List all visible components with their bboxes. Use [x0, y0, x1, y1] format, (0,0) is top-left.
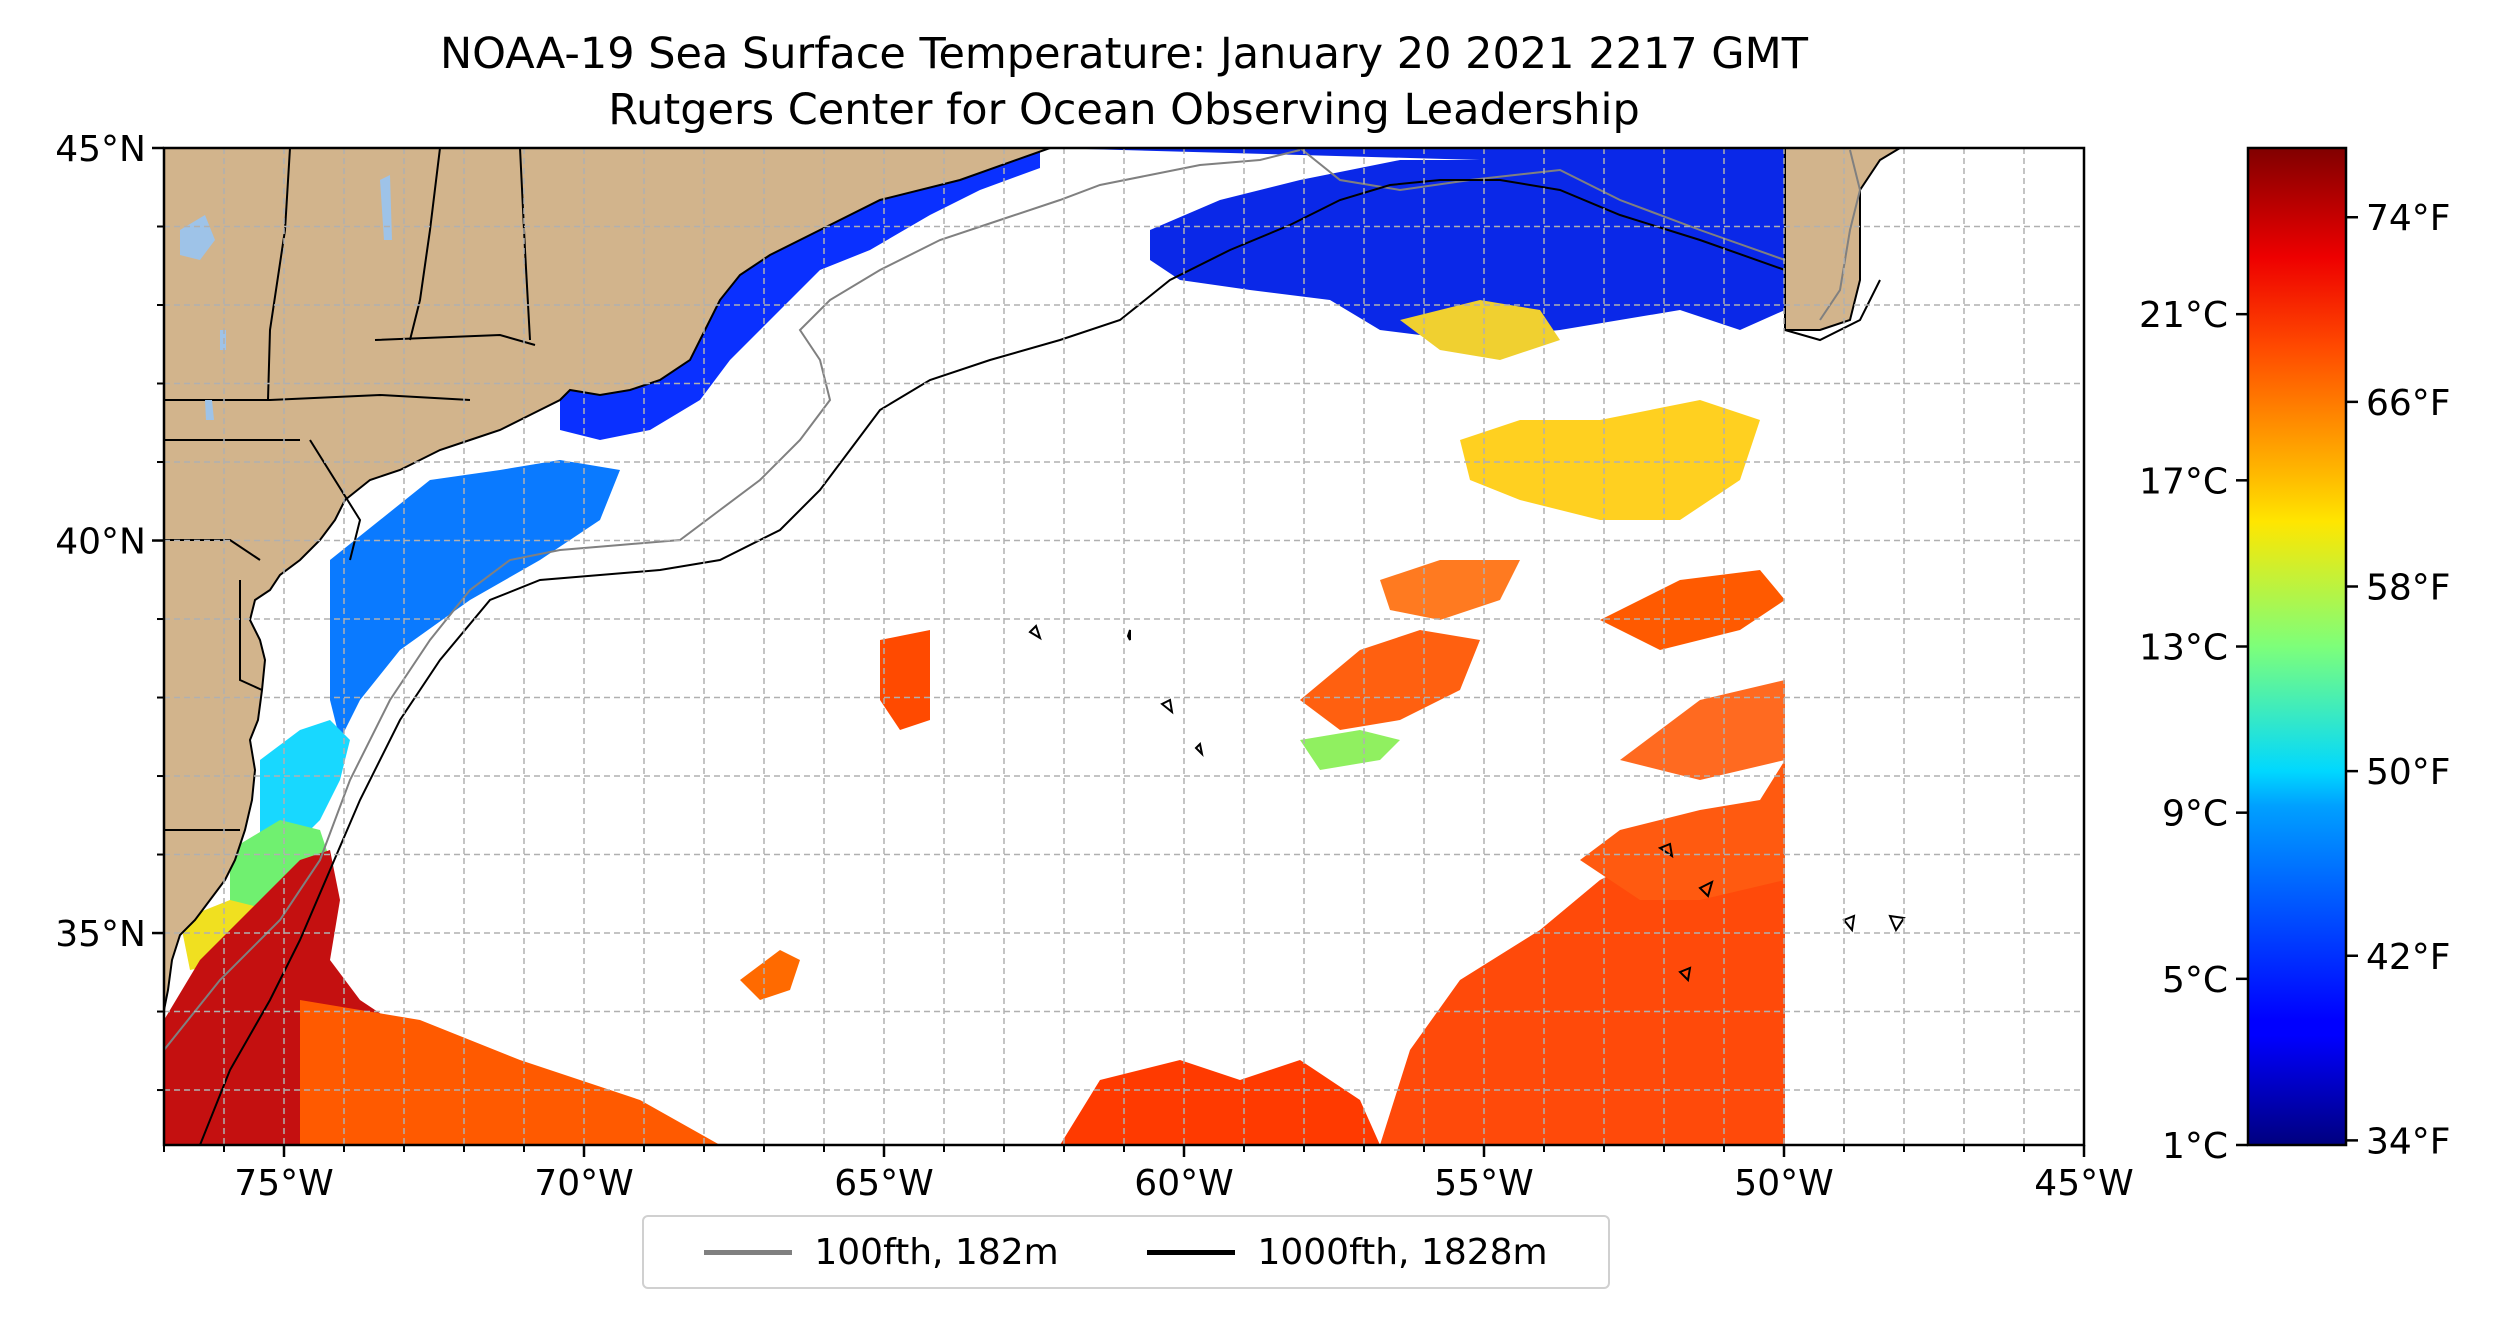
celsius-tick-label: 9°C — [2162, 794, 2228, 835]
land-nova-scotia — [1784, 148, 1902, 331]
land-layer — [164, 148, 1902, 1011]
celsius-tick-label: 17°C — [2139, 461, 2228, 502]
lon-tick-label: 55°W — [1434, 1163, 1533, 1204]
legend-label-1000fth: 1000fth, 1828m — [1257, 1231, 1548, 1273]
fahrenheit-tick-label: 50°F — [2366, 752, 2451, 793]
land-north-america — [164, 148, 1051, 1011]
lat-tick-label: 35°N — [55, 914, 146, 955]
sst-yellow-north — [1460, 400, 1760, 520]
colorbar-gradient — [2246, 146, 2348, 1147]
sst-yellow-north-2 — [1400, 300, 1560, 360]
isobath-legend: 100fth, 182m 1000fth, 1828m — [642, 1215, 1610, 1289]
celsius-tick-label: 1°C — [2162, 1126, 2228, 1167]
sst-shelf-blue — [330, 460, 620, 740]
fahrenheit-tick-label: 74°F — [2366, 198, 2451, 239]
fahrenheit-tick-label: 34°F — [2366, 1121, 2451, 1162]
lon-tick-label: 65°W — [834, 1163, 933, 1204]
sst-green-streaks — [1300, 730, 1400, 770]
colorbar-celsius-axis: 1°C 5°C 9°C 13°C 17°C 21°C — [2139, 295, 2248, 1167]
lon-tick-label: 45°W — [2034, 1163, 2133, 1204]
sst-warm-patch-e — [1580, 760, 1785, 900]
map-title: NOAA-19 Sea Surface Temperature: January… — [164, 26, 2084, 138]
lon-tick-label: 50°W — [1734, 1163, 1833, 1204]
sst-warm-patch-center — [1300, 630, 1480, 730]
longitude-axis: 75°W 70°W 65°W 60°W 55°W 50°W 45°W — [163, 1145, 2134, 1204]
gridlines — [163, 147, 2085, 1145]
seamount-contours — [1028, 624, 1906, 983]
fahrenheit-tick-label: 42°F — [2366, 937, 2451, 978]
sst-warm-patch-sw — [740, 950, 800, 1000]
lon-tick-label: 75°W — [234, 1163, 333, 1204]
title-line-1: NOAA-19 Sea Surface Temperature: January… — [440, 29, 1808, 79]
isobath-1000fth — [199, 179, 1906, 1145]
sst-gulf-stream-south — [300, 1000, 720, 1145]
sst-warm-patch-se — [1380, 820, 1785, 1145]
fahrenheit-tick-label: 66°F — [2366, 383, 2451, 424]
legend-swatch-100fth — [704, 1249, 793, 1255]
lon-tick-label: 70°W — [534, 1163, 633, 1204]
lat-tick-label: 40°N — [55, 522, 146, 563]
sst-warm-patch-mid-2 — [1600, 570, 1785, 650]
sst-warm-patch-mid-east — [1620, 680, 1785, 780]
sst-warm-patch-center-2 — [1380, 560, 1520, 620]
isobath-100fth — [164, 148, 1862, 1051]
lat-tick-label: 45°N — [55, 129, 146, 170]
sst-cold-scotian-shelf — [1050, 148, 1785, 340]
title-line-2: Rutgers Center for Ocean Observing Leade… — [608, 85, 1640, 135]
legend-item-1000fth: 1000fth, 1828m — [1147, 1231, 1548, 1273]
sst-warm-patch-center-south — [1060, 1060, 1380, 1145]
celsius-tick-label: 21°C — [2139, 295, 2228, 336]
celsius-tick-label: 13°C — [2139, 628, 2228, 669]
legend-swatch-1000fth — [1147, 1249, 1236, 1255]
sst-swath — [164, 148, 1785, 1145]
sst-warm-patch-mid — [880, 630, 930, 730]
latitude-axis: 45°N 40°N 35°N — [55, 129, 164, 1092]
celsius-tick-label: 5°C — [2162, 960, 2228, 1001]
legend-label-100fth: 100fth, 182m — [814, 1231, 1059, 1273]
legend-item-100fth: 100fth, 182m — [704, 1231, 1059, 1273]
lon-tick-label: 60°W — [1134, 1163, 1233, 1204]
fahrenheit-tick-label: 58°F — [2366, 567, 2451, 608]
sst-shelf-green — [230, 820, 330, 930]
colorbar-fahrenheit-axis: 34°F 42°F 50°F 58°F 66°F 74°F — [2346, 198, 2451, 1162]
